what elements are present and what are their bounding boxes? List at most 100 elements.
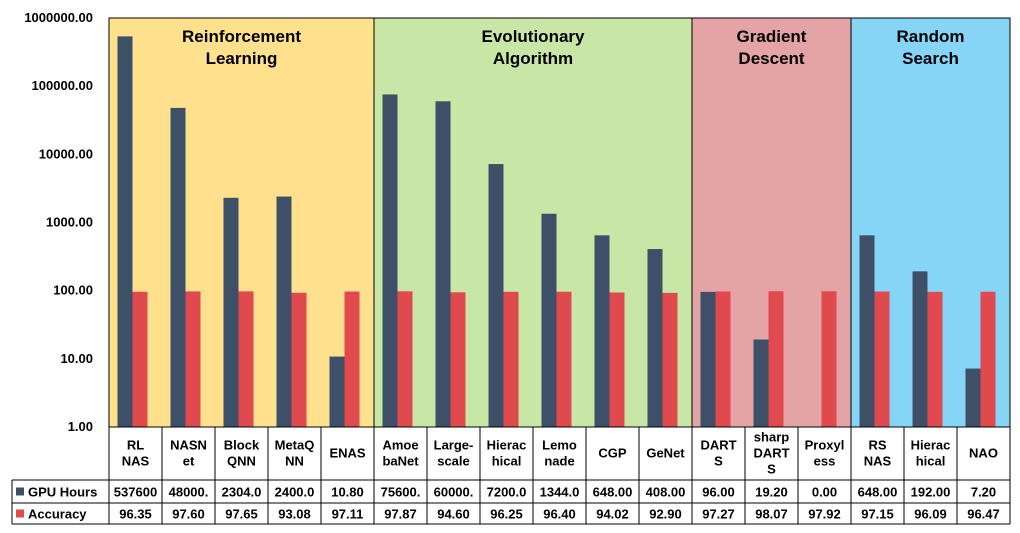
group-background (374, 18, 692, 427)
gpu-hours-bar (541, 213, 557, 427)
y-tick-label: 100000.00 (32, 78, 93, 93)
accuracy-bar (609, 292, 625, 427)
gpu-hours-value: 192.00 (911, 485, 951, 500)
accuracy-value: 97.11 (332, 507, 364, 522)
series-name: GPU Hours (28, 485, 97, 500)
gpu-hours-bar (329, 356, 345, 427)
accuracy-bar (980, 291, 996, 427)
accuracy-value: 94.60 (437, 507, 470, 522)
category-label: MetaQ NN (275, 438, 315, 469)
gpu-hours-value: 2304.0 (222, 485, 262, 500)
gpu-hours-value: 2400.0 (275, 485, 315, 500)
accuracy-legend-key (16, 509, 24, 518)
gpu-hours-value: 48000. (169, 485, 209, 500)
accuracy-bar (556, 291, 572, 427)
accuracy-value: 96.25 (490, 507, 523, 522)
category-label: CGP (598, 446, 627, 461)
gpu-hours-bar (488, 164, 504, 427)
category-label: Large-scale (434, 438, 474, 469)
category-label: DART S (700, 438, 736, 469)
accuracy-value: 96.35 (119, 507, 152, 522)
gpu-hours-value: 648.00 (858, 485, 898, 500)
category-label: GeNet (646, 446, 685, 461)
gpu-hours-value: 19.20 (755, 485, 788, 500)
accuracy-value: 94.02 (596, 507, 629, 522)
category-label: NASN et (170, 438, 207, 469)
gpu-hours-bar (170, 107, 186, 427)
accuracy-bar (503, 291, 519, 427)
accuracy-value: 96.47 (967, 507, 1000, 522)
group-label: Random Search (897, 27, 965, 68)
gpu-hours-value: 10.80 (331, 485, 364, 500)
gpu-hours-value: 1344.0 (540, 485, 580, 500)
gpu-hours-bar (223, 197, 239, 427)
y-tick-label: 10.00 (60, 351, 93, 366)
gpu-hours-value: 96.00 (702, 485, 735, 500)
accuracy-bar (238, 291, 254, 427)
group-label: Gradient Descent (737, 27, 807, 68)
y-tick-label: 100.00 (53, 283, 93, 298)
accuracy-bar (397, 291, 413, 427)
accuracy-bar (662, 292, 678, 427)
category-label: Hierac hical (911, 438, 951, 469)
gpu-hours-value: 0.00 (812, 485, 837, 500)
category-label: Proxyl ess (805, 438, 845, 469)
y-tick-label: 1.00 (68, 419, 93, 434)
accuracy-bar (132, 291, 148, 427)
category-label: sharp DART S (753, 430, 789, 477)
accuracy-bar (185, 291, 201, 427)
accuracy-value: 96.09 (914, 507, 947, 522)
accuracy-value: 97.15 (861, 507, 894, 522)
gpu-hours-bar (382, 94, 398, 427)
accuracy-value: 97.60 (172, 507, 205, 522)
accuracy-bar (874, 291, 890, 427)
gpu-hours-bar (912, 271, 928, 427)
accuracy-value: 98.07 (755, 507, 788, 522)
gpu-hours-bar (276, 196, 292, 427)
y-tick-label: 10000.00 (39, 146, 93, 161)
category-label: NAO (969, 446, 998, 461)
accuracy-bar (927, 291, 943, 427)
y-tick-label: 1000000.00 (24, 10, 93, 25)
y-tick-label: 1000.00 (46, 215, 93, 230)
gpu-hours-bar (700, 291, 716, 427)
group-label: Evolutionary Algorithm (482, 27, 586, 68)
gpu-hours-value: 648.00 (593, 485, 633, 500)
gpu-hours-value: 7200.0 (487, 485, 527, 500)
category-label: Lemo nade (542, 438, 577, 469)
accuracy-value: 97.65 (225, 507, 258, 522)
gpu-hours-value: 60000. (434, 485, 474, 500)
category-label: RS NAS (864, 438, 892, 469)
gpu-hours-bar (594, 235, 610, 427)
accuracy-bar (715, 291, 731, 427)
gpu-hours-value: 408.00 (646, 485, 686, 500)
category-label: Hierac hical (487, 438, 527, 469)
category-label: Amoe baNet (382, 438, 419, 469)
accuracy-value: 93.08 (278, 507, 311, 522)
accuracy-value: 92.90 (649, 507, 682, 522)
accuracy-value: 97.92 (808, 507, 841, 522)
category-label: RL NAS (122, 438, 150, 469)
accuracy-value: 96.40 (543, 507, 576, 522)
gpu-hours-bar (117, 36, 133, 428)
series-name: Accuracy (28, 507, 87, 522)
accuracy-bar (821, 291, 837, 427)
category-label: Block QNN (224, 438, 260, 469)
accuracy-bar (291, 292, 307, 427)
gpu-hours-value: 537600 (114, 485, 157, 500)
accuracy-bar (768, 291, 784, 427)
group-label: Reinforcement Learning (182, 27, 301, 68)
gpu-hours-bar (753, 339, 769, 427)
gpu-hours-bar (965, 368, 981, 427)
accuracy-bar (450, 292, 466, 427)
category-label: ENAS (329, 446, 365, 461)
plot-frame (108, 17, 1011, 428)
gpu-hours-bar (859, 235, 875, 427)
gpu-hours-bar (435, 101, 451, 427)
accuracy-bar (344, 291, 360, 427)
gpu-hours-legend-key (16, 487, 24, 496)
gpu-hours-bar (647, 249, 663, 427)
gpu-hours-value: 75600. (381, 485, 421, 500)
accuracy-value: 97.27 (702, 507, 735, 522)
